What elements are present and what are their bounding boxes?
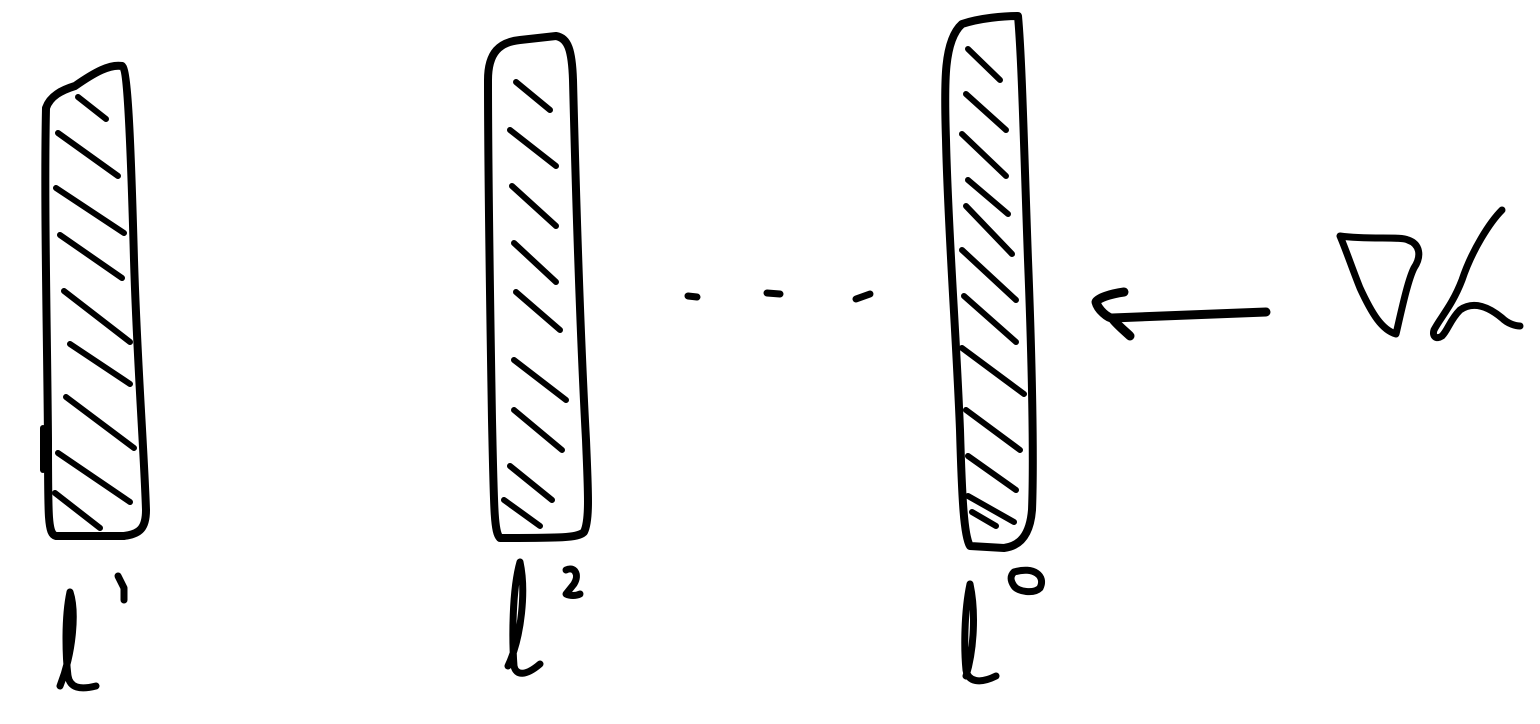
layer-o-label-superscript	[1007, 566, 1045, 596]
layer-2-label: 2	[504, 558, 584, 677]
nabla-symbol	[1336, 232, 1423, 338]
layer-1-label-base	[56, 588, 100, 692]
layer-o-label: o	[961, 566, 1045, 685]
ellipsis-text: ...	[0, 0, 2, 1]
layer-2-label-superscript	[562, 565, 584, 599]
script-l-symbol	[1430, 206, 1524, 342]
layer-1-label-superscript	[114, 572, 128, 604]
gradient-label-text: ∇L	[1360, 329, 1362, 331]
arrow-shaft	[1107, 307, 1271, 323]
arrow-head	[1091, 287, 1135, 341]
layer-2-bar	[484, 32, 592, 542]
layer-2-hatching	[501, 79, 569, 529]
layer-o-hatching	[959, 46, 1027, 529]
layer-2-outline	[484, 32, 592, 542]
gradient-arrow	[1091, 287, 1271, 341]
layer-o-outline	[941, 12, 1037, 552]
layer-1-hatching	[40, 94, 137, 531]
ellipsis	[684, 289, 874, 303]
layer-o-bar	[941, 12, 1037, 552]
layer-1-bar	[40, 61, 150, 540]
layer-1-label: 1	[56, 572, 128, 692]
layer-1-outline	[41, 61, 150, 540]
gradient-label: ∇L	[1336, 206, 1524, 342]
layer-o-label-base	[961, 580, 1000, 685]
layer-2-label-base	[504, 558, 544, 677]
